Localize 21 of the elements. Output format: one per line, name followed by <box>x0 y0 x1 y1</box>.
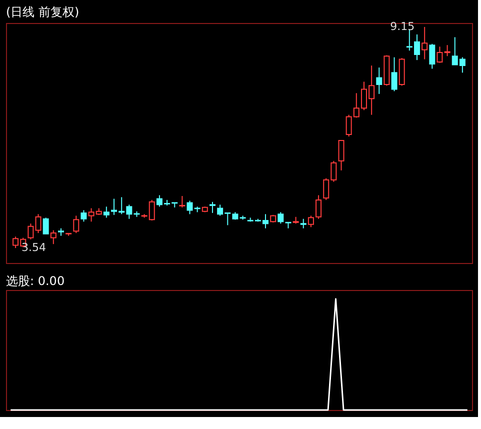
candlestick <box>209 201 216 214</box>
candlestick <box>42 217 49 234</box>
candlestick <box>35 214 42 234</box>
candlestick <box>338 140 344 171</box>
candlestick <box>80 210 87 222</box>
candlestick <box>300 218 306 229</box>
annotation: 3.54 <box>22 241 46 254</box>
candlestick <box>391 56 398 92</box>
chart-title: (日线 前复权) <box>6 4 80 19</box>
candlestick <box>376 67 382 94</box>
candlestick <box>436 46 443 64</box>
annotation: 9.15 <box>390 20 415 33</box>
chart-title: 选股: 0.00 <box>6 274 65 288</box>
candlestick <box>73 215 80 234</box>
candlestick <box>179 196 186 208</box>
candlestick <box>422 26 428 60</box>
candlestick <box>28 223 34 240</box>
candlestick <box>50 230 56 245</box>
candlestick <box>444 44 450 57</box>
candlestick <box>429 43 436 70</box>
candlestick <box>278 212 284 224</box>
